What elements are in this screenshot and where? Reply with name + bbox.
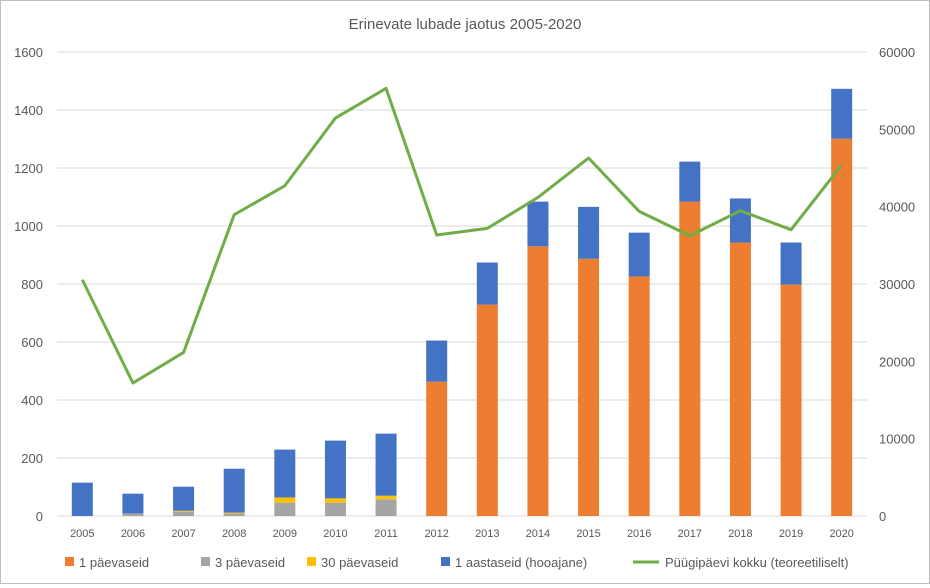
x-tick-label: 2016: [627, 528, 651, 540]
bar-segment: [781, 285, 802, 516]
y-left-tick-label: 1600: [14, 45, 43, 60]
bar-segment: [679, 162, 700, 202]
x-tick-label: 2019: [779, 528, 803, 540]
y-right-tick-label: 60000: [879, 45, 915, 60]
bar-segment: [477, 263, 498, 305]
bar-segment: [629, 276, 650, 516]
y-left-tick-label: 800: [21, 277, 43, 292]
y-right-tick-label: 10000: [879, 432, 915, 447]
x-tick-label: 2012: [424, 528, 448, 540]
bar-segment: [376, 434, 397, 496]
x-tick-label: 2009: [273, 528, 297, 540]
y-right-tick-label: 30000: [879, 277, 915, 292]
bar-segment: [578, 259, 599, 516]
x-tick-label: 2005: [70, 528, 94, 540]
bar-segment: [173, 512, 194, 516]
y-left-tick-label: 400: [21, 393, 43, 408]
y-left-tick-label: 1000: [14, 219, 43, 234]
bar-segment: [274, 497, 295, 502]
x-tick-label: 2007: [171, 528, 195, 540]
bar-segment: [274, 450, 295, 498]
x-tick-label: 2013: [475, 528, 499, 540]
bar-segment: [781, 243, 802, 285]
bar-segment: [224, 513, 245, 514]
y-right-tick-label: 0: [879, 509, 886, 524]
y-left-tick-label: 1200: [14, 161, 43, 176]
y-left-tick-label: 600: [21, 335, 43, 350]
bar-segment: [477, 305, 498, 516]
legend-label: Püügipäevi kokku (teoreetiliselt): [665, 555, 849, 570]
chart-title: Erinevate lubade jaotus 2005-2020: [349, 16, 582, 33]
x-tick-label: 2008: [222, 528, 246, 540]
bar-segment: [122, 494, 143, 514]
x-tick-label: 2010: [323, 528, 347, 540]
bar-segment: [629, 233, 650, 277]
bar-segment: [426, 382, 447, 516]
x-tick-label: 2011: [374, 528, 398, 540]
bar-segment: [578, 207, 599, 259]
legend-swatch: [307, 557, 316, 566]
x-tick-label: 2020: [829, 528, 853, 540]
bar-segment: [224, 513, 245, 516]
legend-label: 1 aastaseid (hooajane): [455, 555, 587, 570]
x-tick-label: 2017: [678, 528, 702, 540]
bar-segment: [72, 483, 93, 516]
bar-segment: [527, 246, 548, 516]
bar-segment: [831, 139, 852, 516]
y-left-tick-label: 200: [21, 451, 43, 466]
bar-segment: [376, 499, 397, 516]
legend-swatch: [201, 557, 210, 566]
bar-segment: [325, 441, 346, 499]
bar-segment: [224, 469, 245, 513]
legend-label: 3 päevaseid: [215, 555, 285, 570]
y-left-tick-label: 0: [36, 509, 43, 524]
y-right-tick-label: 50000: [879, 122, 915, 137]
bar-segment: [173, 487, 194, 511]
bar-segment: [274, 503, 295, 516]
legend-swatch: [65, 557, 74, 566]
bar-segment: [527, 202, 548, 247]
x-tick-label: 2015: [576, 528, 600, 540]
bar-segment: [173, 511, 194, 512]
bar-segment: [376, 496, 397, 499]
bar-segment: [325, 498, 346, 502]
line-series: [82, 88, 841, 383]
y-left-tick-label: 1400: [14, 103, 43, 118]
legend-label: 30 päevaseid: [321, 555, 398, 570]
legend-swatch: [441, 557, 450, 566]
bar-segment: [122, 513, 143, 516]
bar-segment: [730, 198, 751, 242]
x-tick-label: 2014: [526, 528, 550, 540]
y-right-tick-label: 40000: [879, 200, 915, 215]
x-tick-label: 2018: [728, 528, 752, 540]
bar-segment: [679, 202, 700, 516]
x-tick-label: 2006: [121, 528, 145, 540]
bar-segment: [730, 243, 751, 516]
bar-segment: [831, 89, 852, 139]
bar-segment: [325, 503, 346, 516]
y-right-tick-label: 20000: [879, 354, 915, 369]
legend-label: 1 päevaseid: [79, 555, 149, 570]
bar-segment: [426, 341, 447, 382]
